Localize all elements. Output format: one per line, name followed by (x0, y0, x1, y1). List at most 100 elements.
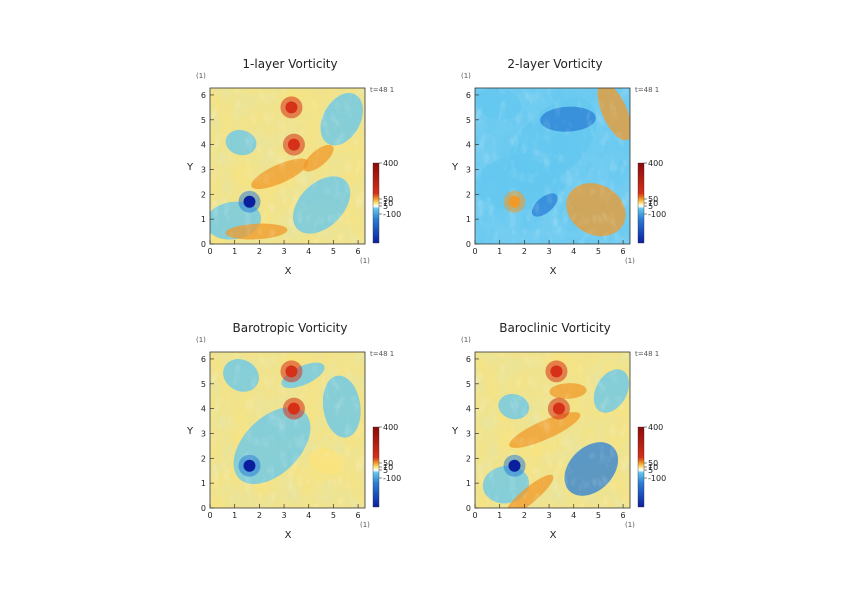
x-tick-label: 1 (232, 247, 237, 256)
colorbar-label: -100 (648, 210, 666, 219)
y-tick-label: 5 (466, 116, 471, 125)
x-unit-label: (1) (360, 257, 370, 265)
axes: 0 1 2 3 4 5 6 0 1 2 3 4 5 6 (466, 87, 631, 256)
x-tick-label: 5 (331, 247, 336, 256)
panel-title: Baroclinic Vorticity (499, 321, 611, 335)
x-tick-label: 1 (497, 511, 502, 520)
field-layers (475, 88, 630, 244)
colorbar-label: 50 (383, 459, 393, 468)
field-filaments (475, 88, 630, 244)
x-tick-label: 3 (281, 511, 286, 520)
vorticity-field (210, 352, 365, 508)
y-tick-label: 4 (466, 141, 471, 150)
colorbar-label: 10 (648, 199, 658, 208)
x-tick-label: 6 (621, 247, 626, 256)
y-tick-label: 5 (201, 116, 206, 125)
plot-frame (474, 351, 631, 509)
y-tick-label: 6 (201, 355, 206, 364)
vortex-anticyclone (552, 138, 565, 151)
y-tick-label: 6 (201, 91, 206, 100)
vortex-cyclone (552, 402, 565, 415)
panel-title: 1-layer Vorticity (242, 57, 337, 71)
colorbar-label: 5 (648, 202, 653, 211)
x-tick-label: 1 (497, 247, 502, 256)
colorbar-label: 5 (648, 466, 653, 475)
x-unit-label: (1) (625, 521, 635, 529)
colorbar-label: 5 (383, 202, 388, 211)
x-tick-label: 3 (281, 247, 286, 256)
x-tick-label: 2 (522, 511, 527, 520)
colorbar-label: 5 (383, 466, 388, 475)
colorbar-label: 10 (383, 199, 393, 208)
colorbar-label: 400 (648, 159, 663, 168)
axes: 0 1 2 3 4 5 6 0 1 2 3 4 5 6 (466, 351, 631, 520)
panel-2-layer: 2-layer Vorticity (1) t=48 1 0 1 2 3 4 5 6 0 1 2 3… (451, 57, 666, 277)
x-tick-label: 0 (472, 511, 477, 520)
x-unit-label: (1) (360, 521, 370, 529)
colorbar-label: -100 (648, 474, 666, 483)
colorbar-scale (637, 426, 645, 508)
y-unit-label: (1) (461, 336, 471, 344)
vorticity-field (475, 88, 630, 244)
panel-baroclinic: Baroclinic Vorticity (1) t=48 1 0 1 2 3 4 5 60… (451, 321, 666, 541)
vortex-anticyclone (508, 459, 521, 472)
vortex-cyclone (550, 365, 563, 378)
vorticity-field (475, 352, 630, 508)
panel-title: 2-layer Vorticity (507, 57, 602, 71)
vorticity-field (210, 88, 365, 244)
y-axis-label: Y (451, 426, 459, 437)
colorbar-label: 50 (383, 195, 393, 204)
x-axis-label: X (285, 266, 292, 277)
colorbar-label: -100 (383, 474, 401, 483)
y-tick-label: 1 (466, 479, 471, 488)
field-layers (210, 88, 365, 244)
x-axis-label: X (285, 530, 292, 541)
x-tick-label: 6 (356, 511, 361, 520)
y-tick-label: 2 (466, 190, 471, 199)
colorbar-scale (372, 162, 380, 244)
axes: 0 1 2 3 4 5 6 0 1 2 3 4 5 6 (201, 87, 366, 256)
vortex-anticyclone (243, 195, 256, 208)
x-axis-label: X (550, 530, 557, 541)
y-tick-label: 0 (201, 240, 206, 249)
x-tick-label: 4 (306, 247, 311, 256)
panel-barotropic: Barotropic Vorticity (1) t=48 1 0 1 2 3 4 5 60… (186, 321, 401, 541)
plot-frame (474, 87, 631, 245)
y-axis-label: Y (186, 426, 194, 437)
y-tick-label: 4 (466, 405, 471, 414)
y-tick-label: 3 (466, 429, 471, 438)
x-tick-label: 2 (257, 511, 262, 520)
time-label: t=48 1 (370, 350, 394, 358)
field-layers (475, 352, 630, 508)
y-tick-label: 0 (201, 504, 206, 513)
y-tick-label: 6 (466, 91, 471, 100)
colorbar-label: 50 (648, 195, 658, 204)
y-tick-label: 4 (201, 405, 206, 414)
x-tick-label: 4 (306, 511, 311, 520)
y-tick-label: 1 (201, 479, 206, 488)
y-tick-label: 0 (466, 504, 471, 513)
y-unit-label: (1) (461, 72, 471, 80)
colorbar-scale (637, 162, 645, 244)
y-tick-label: 1 (466, 215, 471, 224)
x-tick-label: 3 (546, 247, 551, 256)
colorbar-scale (372, 426, 380, 508)
x-tick-label: 1 (232, 511, 237, 520)
y-unit-label: (1) (196, 336, 206, 344)
colorbar-label: -100 (383, 210, 401, 219)
x-tick-label: 3 (546, 511, 551, 520)
colorbar-label: 10 (383, 463, 393, 472)
y-axis-label: Y (186, 162, 194, 173)
vortex-cyclone (285, 365, 298, 378)
x-tick-label: 2 (522, 247, 527, 256)
axes: 0 1 2 3 4 5 6 0 1 2 3 4 5 6 (201, 351, 366, 520)
vortex-cyclone (287, 138, 300, 151)
y-tick-label: 2 (466, 454, 471, 463)
y-tick-label: 0 (466, 240, 471, 249)
x-tick-label: 5 (596, 511, 601, 520)
x-tick-label: 6 (621, 511, 626, 520)
y-tick-label: 5 (201, 380, 206, 389)
